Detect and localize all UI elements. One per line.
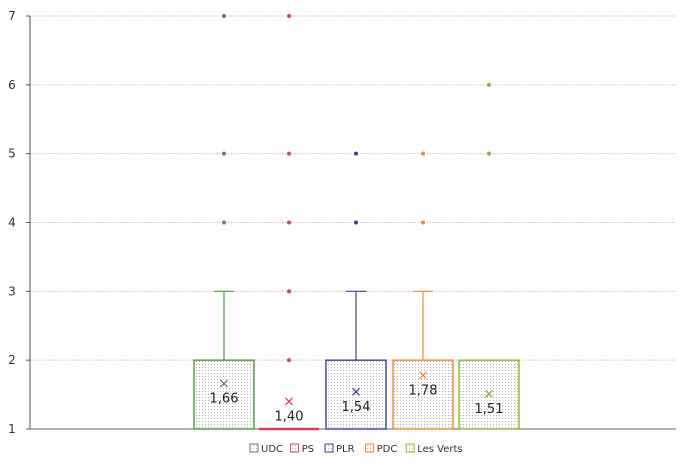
mean-marker-stroke [220,379,228,388]
mean-marker-stroke [485,389,493,398]
y-tick-label: 3 [8,284,16,298]
mean-marker-PDC [419,371,427,380]
y-tick-label: 6 [8,78,16,92]
outlier-point-Les Verts [487,82,491,87]
mean-marker-stroke [285,397,293,406]
outlier-point-PS [287,358,291,363]
mean-label-PS: 1,40 [275,409,304,424]
legend-label-PS: PS [302,444,314,455]
outlier-point-PS [287,220,291,225]
boxes: 1,66 1,40 1,54 1,78 1,51 [193,14,520,431]
outlier-point-PS [287,151,291,156]
outlier-point-PLR [354,151,358,156]
legend-swatch-PS [290,443,300,453]
mean-label-PLR: 1,54 [342,400,371,415]
legend-swatch-UDC [249,443,259,453]
outlier-point-UDC [222,151,226,156]
mean-label-Les Verts: 1,51 [475,402,504,417]
mean-marker-PLR [352,387,360,396]
legend-swatch-PLR [324,443,334,453]
outlier-point-PS [287,14,291,18]
box-UDC [193,359,255,430]
legend-label-PLR: PLR [336,444,355,455]
y-tick-label: 1 [8,422,16,436]
mean-marker-PS [285,397,293,406]
mean-marker-Les Verts [485,389,493,398]
legend-label-UDC: UDC [261,444,283,455]
outlier-point-PLR [354,220,358,225]
y-tick-label: 4 [8,216,16,230]
axes: 1 2 3 4 5 6 7 [8,9,31,436]
y-tick-label: 2 [8,353,16,367]
legend-swatch-PDC [365,443,375,453]
outlier-point-Les Verts [487,151,491,156]
legend: UDC PS PLR PDC Les Verts [249,443,463,455]
mean-marker-stroke [352,387,360,396]
outlier-point-PS [287,289,291,294]
y-tick-label: 5 [8,147,16,161]
legend-swatch-Les Verts [405,443,415,453]
legend-label-PDC: PDC [377,444,398,455]
outlier-point-UDC [222,220,226,225]
outlier-point-UDC [222,14,226,18]
box-PLR [325,359,387,430]
outlier-point-PDC [421,220,425,225]
mean-marker-UDC [220,379,228,388]
y-tick-label: 7 [8,9,16,23]
mean-label-PDC: 1,78 [409,383,438,398]
mean-label-UDC: 1,66 [210,392,239,407]
legend-label-Les Verts: Les Verts [417,444,462,455]
outlier-point-PDC [421,151,425,156]
mean-marker-stroke [419,371,427,380]
